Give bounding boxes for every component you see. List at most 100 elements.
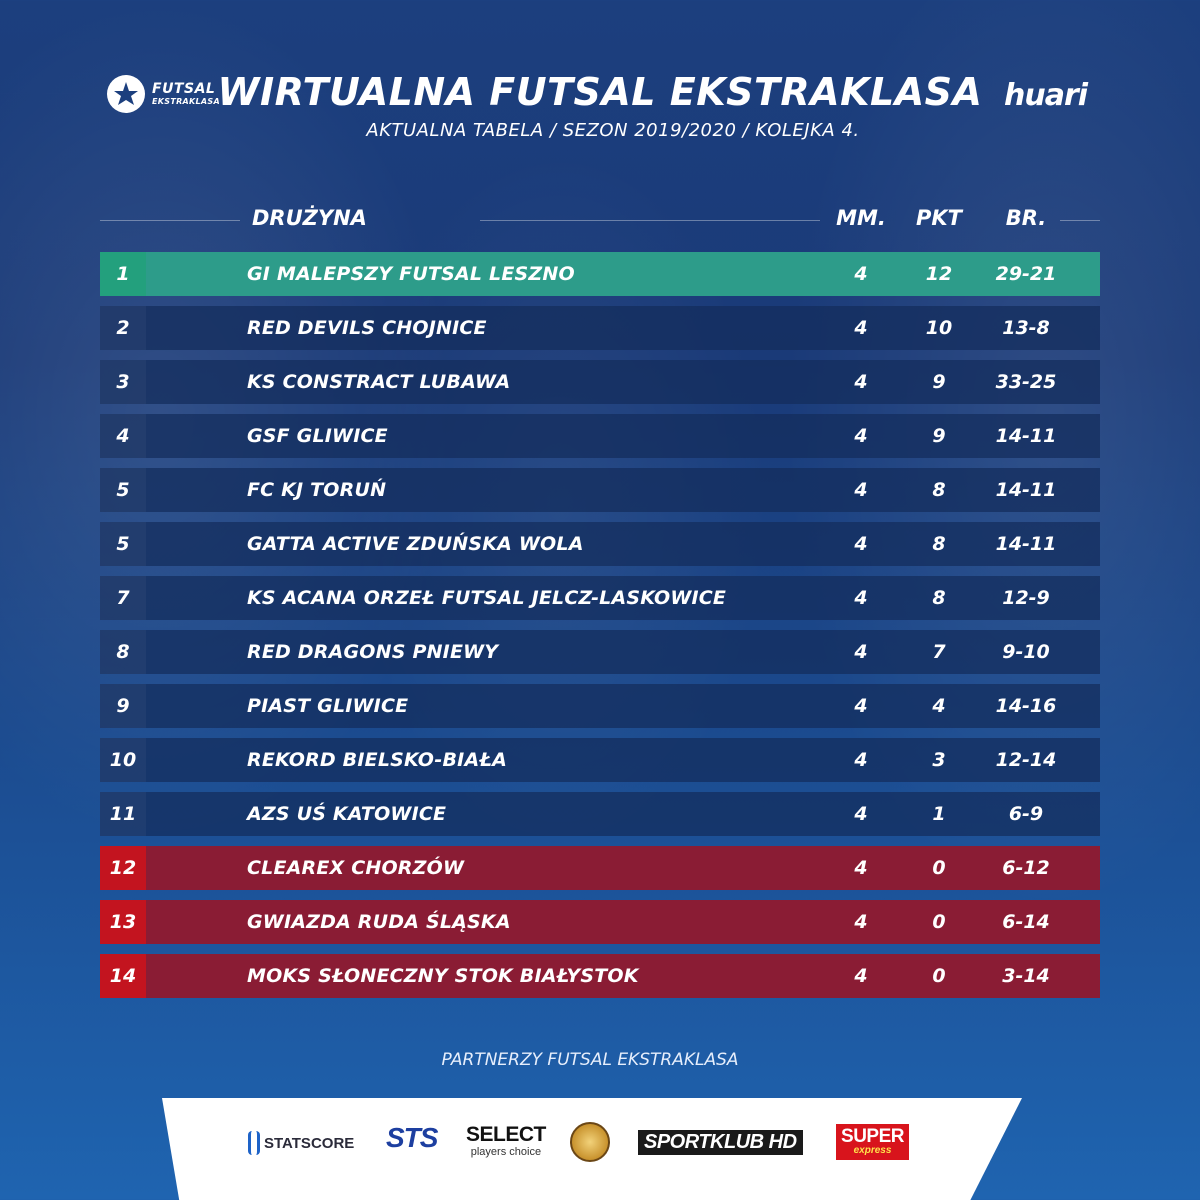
table-header: DRUŻYNA MM. PKT BR. <box>100 204 1100 236</box>
matches-cell: 4 <box>854 911 868 933</box>
table-row: 10 REKORD BIELSKO-BIAŁA 4 3 12-14 <box>100 738 1100 782</box>
ball-star-icon <box>107 75 145 113</box>
partners-label: PARTNERZY FUTSAL EKSTRAKLASA <box>441 1050 739 1070</box>
goals-cell: 33-25 <box>995 371 1057 393</box>
matches-cell: 4 <box>854 587 868 609</box>
table-row: 13 GWIAZDA RUDA ŚLĄSKA 4 0 6-14 <box>100 900 1100 944</box>
points-cell: 9 <box>932 371 946 393</box>
sportklub-logo: SPORTKLUB HD <box>638 1130 803 1155</box>
table-row: 4 GSF GLIWICE 4 9 14-11 <box>100 414 1100 458</box>
goals-cell: 3-14 <box>1002 965 1050 987</box>
points-cell: 0 <box>932 857 946 879</box>
select-text: SELECT <box>466 1123 546 1146</box>
statscore-logo: STATSCORE <box>248 1131 354 1155</box>
matches-cell: 4 <box>854 371 868 393</box>
goals-cell: 14-11 <box>995 425 1057 447</box>
matches-cell: 4 <box>854 803 868 825</box>
matches-cell: 4 <box>854 479 868 501</box>
team-name-cell: GI MALEPSZY FUTSAL LESZNO <box>247 263 575 285</box>
team-name-cell: CLEAREX CHORZÓW <box>247 857 465 879</box>
goals-cell: 6-12 <box>1002 857 1050 879</box>
team-name-cell: RED DEVILS CHOJNICE <box>247 317 487 339</box>
header-divider <box>100 220 240 221</box>
points-cell: 9 <box>932 425 946 447</box>
matches-cell: 4 <box>854 641 868 663</box>
table-row: 7 KS ACANA ORZEŁ FUTSAL JELCZ-LASKOWICE 4 8… <box>100 576 1100 620</box>
team-name-cell: PIAST GLIWICE <box>247 695 409 717</box>
standings-table: 1 GI MALEPSZY FUTSAL LESZNO 4 12 29-21 2 RED D… <box>100 252 1100 1008</box>
column-header-goals: BR. <box>1005 206 1047 230</box>
position-cell: 11 <box>100 792 146 836</box>
column-header-matches: MM. <box>836 206 886 230</box>
team-name-cell: FC KJ TORUŃ <box>247 479 387 501</box>
logo-line2: EKSTRAKLASA <box>152 97 220 106</box>
position-cell: 10 <box>100 738 146 782</box>
column-header-team: DRUŻYNA <box>252 206 367 230</box>
page-subtitle: AKTUALNA TABELA / SEZON 2019/2020 / KOLE… <box>366 120 860 141</box>
points-cell: 8 <box>932 587 946 609</box>
statscore-text: STATSCORE <box>264 1134 355 1152</box>
goals-cell: 13-8 <box>1002 317 1050 339</box>
team-name-cell: KS ACANA ORZEŁ FUTSAL JELCZ-LASKOWICE <box>247 587 727 609</box>
table-row: 8 RED DRAGONS PNIEWY 4 7 9-10 <box>100 630 1100 674</box>
column-header-points: PKT <box>916 206 962 230</box>
goals-cell: 12-9 <box>1002 587 1050 609</box>
goals-cell: 14-16 <box>995 695 1057 717</box>
table-row: 11 AZS UŚ KATOWICE 4 1 6-9 <box>100 792 1100 836</box>
goals-cell: 14-11 <box>995 533 1057 555</box>
position-cell: 5 <box>100 468 146 512</box>
matches-cell: 4 <box>854 533 868 555</box>
points-cell: 0 <box>932 965 946 987</box>
points-cell: 3 <box>932 749 946 771</box>
matches-cell: 4 <box>854 695 868 717</box>
team-name-cell: RED DRAGONS PNIEWY <box>247 641 499 663</box>
position-cell: 5 <box>100 522 146 566</box>
points-cell: 7 <box>932 641 946 663</box>
team-name-cell: GATTA ACTIVE ZDUŃSKA WOLA <box>247 533 584 555</box>
points-cell: 10 <box>925 317 953 339</box>
team-name-cell: GWIAZDA RUDA ŚLĄSKA <box>247 911 511 933</box>
statscore-mark-icon <box>248 1131 260 1155</box>
points-cell: 8 <box>932 533 946 555</box>
sponsor-seal-icon <box>570 1122 610 1162</box>
futsal-ekstraklasa-logo: FUTSAL EKSTRAKLASA <box>106 74 226 114</box>
position-cell: 4 <box>100 414 146 458</box>
header-divider <box>480 220 820 221</box>
position-cell: 1 <box>100 252 146 296</box>
points-cell: 1 <box>932 803 946 825</box>
position-cell: 13 <box>100 900 146 944</box>
table-row: 9 PIAST GLIWICE 4 4 14-16 <box>100 684 1100 728</box>
goals-cell: 6-9 <box>1008 803 1044 825</box>
header-divider <box>1060 220 1100 221</box>
super-text: SUPER <box>841 1126 904 1147</box>
position-cell: 7 <box>100 576 146 620</box>
goals-cell: 14-11 <box>995 479 1057 501</box>
huari-logo: huari <box>1004 78 1088 113</box>
team-name-cell: AZS UŚ KATOWICE <box>247 803 447 825</box>
table-row: 12 CLEAREX CHORZÓW 4 0 6-12 <box>100 846 1100 890</box>
goals-cell: 6-14 <box>1002 911 1050 933</box>
team-name-cell: REKORD BIELSKO-BIAŁA <box>247 749 508 771</box>
team-name-cell: MOKS SŁONECZNY STOK BIAŁYSTOK <box>247 965 639 987</box>
team-name-cell: GSF GLIWICE <box>247 425 388 447</box>
matches-cell: 4 <box>854 749 868 771</box>
points-cell: 4 <box>932 695 946 717</box>
table-row: 5 FC KJ TORUŃ 4 8 14-11 <box>100 468 1100 512</box>
matches-cell: 4 <box>854 965 868 987</box>
points-cell: 12 <box>925 263 953 285</box>
table-row: 5 GATTA ACTIVE ZDUŃSKA WOLA 4 8 14-11 <box>100 522 1100 566</box>
table-row: 3 KS CONSTRACT LUBAWA 4 9 33-25 <box>100 360 1100 404</box>
goals-cell: 29-21 <box>995 263 1057 285</box>
table-row: 1 GI MALEPSZY FUTSAL LESZNO 4 12 29-21 <box>100 252 1100 296</box>
position-cell: 14 <box>100 954 146 998</box>
express-text: express <box>853 1145 892 1156</box>
select-subtext: players choice <box>470 1146 542 1158</box>
matches-cell: 4 <box>854 317 868 339</box>
position-cell: 9 <box>100 684 146 728</box>
points-cell: 8 <box>932 479 946 501</box>
matches-cell: 4 <box>854 857 868 879</box>
super-express-logo: SUPER express <box>836 1124 909 1160</box>
table-row: 2 RED DEVILS CHOJNICE 4 10 13-8 <box>100 306 1100 350</box>
position-cell: 12 <box>100 846 146 890</box>
matches-cell: 4 <box>854 425 868 447</box>
